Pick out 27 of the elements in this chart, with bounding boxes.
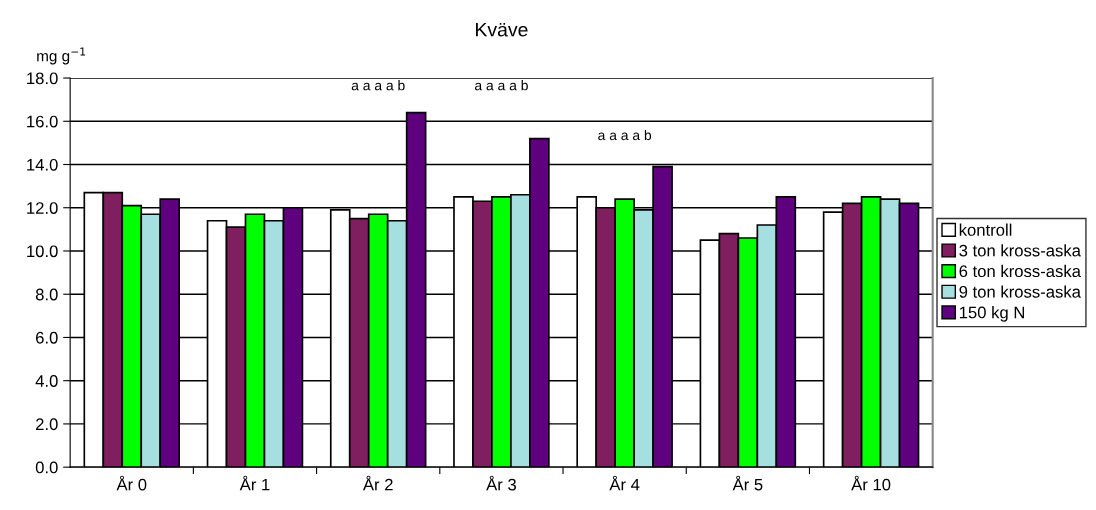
y-tick-label: 2.0	[36, 418, 58, 431]
y-tick-label: 8.0	[35, 288, 58, 301]
x-tick-label: År 4	[609, 475, 640, 491]
y-tick-label: 14.0	[27, 158, 58, 171]
legend-label: 6 ton kross-aska	[959, 264, 1081, 278]
y-tick-label: 4.0	[35, 375, 58, 387]
annotation: a a a a b	[474, 80, 528, 91]
legend-label: 9 ton kross-aska	[959, 285, 1081, 298]
y-tick-label: 18.0	[27, 72, 58, 85]
x-tick-label: År 5	[732, 475, 763, 491]
y-tick-label: 10.0	[27, 245, 58, 258]
y-tick-label: 6.0	[36, 331, 58, 344]
y-tick-label: 16.0	[27, 115, 58, 128]
y-axis-title: mg g$^{−1}$	[37, 47, 86, 65]
annotation: a a a a b	[598, 129, 652, 141]
x-tick-label: År 0	[116, 475, 147, 491]
chart-title: Kväve	[475, 22, 528, 37]
y-tick-label: 12.0	[27, 202, 58, 214]
x-tick-label: År 1	[239, 475, 270, 491]
x-tick-label: År 3	[486, 475, 516, 491]
x-tick-label: År 10	[851, 475, 891, 491]
legend-label: kontroll	[959, 223, 1012, 236]
legend-label: 3 ton kross-aska	[959, 244, 1081, 257]
x-tick-label: År 2	[362, 475, 393, 491]
legend-label: 150 kg N	[959, 306, 1025, 322]
annotation: a a a a b	[351, 80, 405, 91]
y-tick-label: 0.0	[35, 461, 58, 474]
